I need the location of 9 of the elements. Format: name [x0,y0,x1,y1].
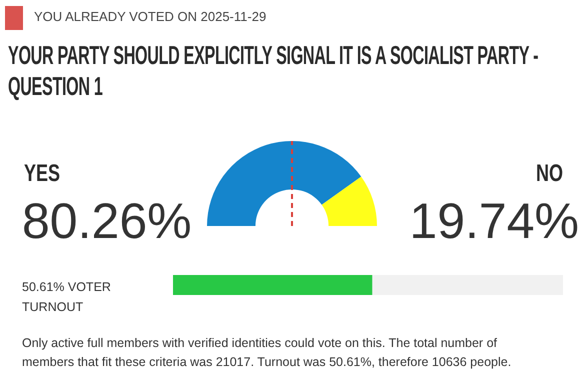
data-label: 80.26% [22,192,192,250]
slice-label: NO [536,160,563,188]
category-label: TURNOUT [22,300,84,314]
text: 50.61% VOTER [22,280,111,294]
text: Only active full members with verified identities could vote on this. The total number of members that fit these criteria was 21017. Turnout was 50.61%, therefore 10636 people. [22,335,512,371]
data-label: 19.74% [409,192,579,250]
slice-label: YES [24,160,60,188]
chart-title: YOUR PARTY SHOULD EXPLICITLY SIGNAL IT IS A SOCIALIST PARTY - QUESTION 1 [8,40,540,102]
text: YOU ALREADY VOTED ON 2025-11-29 [34,9,266,24]
